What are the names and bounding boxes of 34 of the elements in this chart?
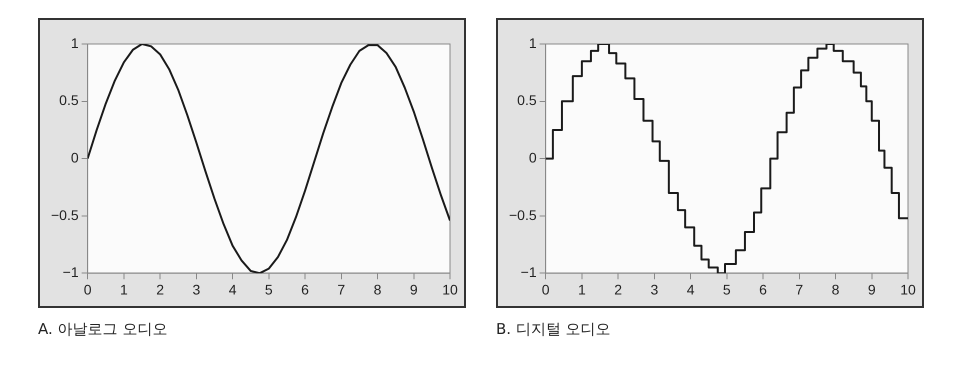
x-tick-label: 6 [759,281,768,298]
x-tick-label: 1 [120,281,128,298]
y-tick-label: 1 [70,34,79,51]
x-tick-label: 9 [868,281,876,298]
x-tick-label: 2 [156,281,164,298]
y-tick-label: −1 [520,264,537,280]
y-tick-label: 0.5 [59,92,79,108]
x-tick-label: 3 [650,281,658,298]
x-tick-label: 5 [722,281,731,298]
x-tick-label: 2 [614,281,622,298]
x-tick-label: 5 [264,281,273,298]
y-tick-label: 0.5 [517,92,537,108]
x-tick-label: 4 [686,281,695,298]
text: A. 아날로그 오디오 [38,320,168,339]
y-tick-label: −1 [62,264,79,280]
x-tick-label: 6 [301,281,310,298]
x-tick-label: 8 [374,281,382,298]
y-tick-label: 0 [70,149,79,166]
x-tick-label: 10 [442,281,458,298]
x-tick-label: 7 [795,281,804,298]
text: B. 디지털 오디오 [496,320,612,339]
x-tick-label: 9 [410,281,418,298]
x-tick-label: 4 [228,281,237,298]
x-tick-label: 0 [542,281,550,298]
y-tick-label: −0.5 [508,206,537,223]
x-tick-label: 1 [578,281,586,298]
x-tick-label: 10 [900,281,916,298]
y-tick-label: −0.5 [50,206,79,223]
y-tick-label: 1 [528,34,537,51]
x-tick-label: 3 [192,281,200,298]
x-tick-label: 7 [337,281,346,298]
y-tick-label: 0 [528,149,537,166]
x-tick-label: 0 [84,281,92,298]
x-tick-label: 8 [832,281,840,298]
